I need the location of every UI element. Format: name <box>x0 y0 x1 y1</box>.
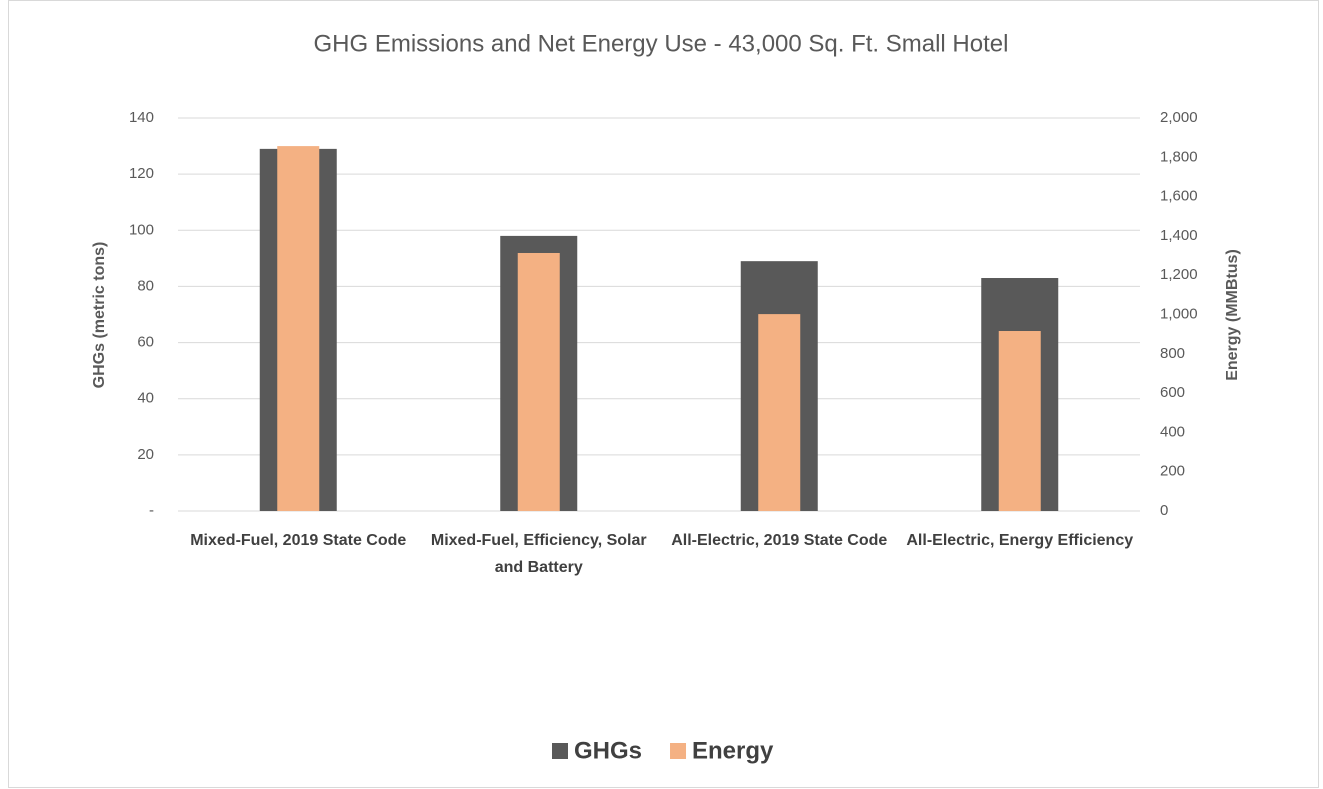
y-tick-label: 140 <box>129 109 154 126</box>
y2-tick-label: 200 <box>1160 463 1185 480</box>
legend-label: GHGs <box>574 737 642 764</box>
y-tick-label: 100 <box>129 221 154 238</box>
y2-tick-label: 1,600 <box>1160 188 1198 205</box>
bar <box>998 331 1041 511</box>
y2-tick-label: 400 <box>1160 423 1185 440</box>
y-axis-title: GHGs (metric tons) <box>91 242 108 389</box>
x-tick-label: All-Electric, 2019 State Code <box>671 532 888 549</box>
y-tick-label: 20 <box>137 446 154 463</box>
y2-tick-label: 800 <box>1160 345 1185 362</box>
y2-tick-label: 0 <box>1160 502 1168 519</box>
legend-label: Energy <box>692 737 774 764</box>
y-tick-label: 40 <box>137 390 154 407</box>
y2-tick-label: 1,400 <box>1160 227 1198 244</box>
y2-tick-label: 1,200 <box>1160 266 1198 283</box>
bar <box>277 146 320 512</box>
y-tick-label: 60 <box>137 334 154 351</box>
y-tick-label: 80 <box>137 277 154 294</box>
y-tick-label: 120 <box>129 165 154 182</box>
legend-swatch <box>670 743 687 759</box>
y2-axis-title: Energy (MMBtus) <box>1224 249 1241 381</box>
y2-tick-label: 600 <box>1160 384 1185 401</box>
bar <box>517 252 560 512</box>
chart-border <box>8 0 1319 788</box>
y2-tick-label: 2,000 <box>1160 109 1198 126</box>
x-tick-label: Mixed-Fuel, 2019 State Code <box>190 532 407 549</box>
bar <box>758 314 801 511</box>
x-tick-label: Mixed-Fuel, Efficiency, Solar and Batter… <box>430 532 647 576</box>
chart-title: GHG Emissions and Net Energy Use - 43,00… <box>314 30 1009 57</box>
y-tick-label: - <box>149 502 154 519</box>
x-tick-label: All-Electric, Energy Efficiency <box>906 532 1134 549</box>
y2-tick-label: 1,800 <box>1160 148 1198 165</box>
y2-tick-label: 1,000 <box>1160 305 1198 322</box>
legend-swatch <box>552 743 568 759</box>
